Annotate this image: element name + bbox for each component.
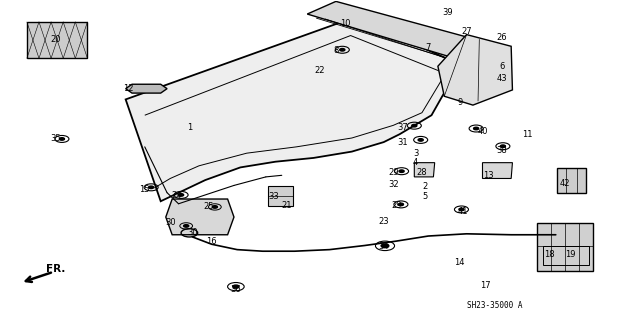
Text: 9: 9 <box>458 98 463 107</box>
Text: 29: 29 <box>388 168 399 177</box>
Circle shape <box>474 127 479 130</box>
Text: 24: 24 <box>172 191 182 200</box>
Text: 34: 34 <box>378 242 389 251</box>
Text: 13: 13 <box>484 171 494 180</box>
Text: 28: 28 <box>417 168 428 177</box>
Text: FR.: FR. <box>46 264 65 274</box>
Circle shape <box>233 285 239 288</box>
Text: 27: 27 <box>461 27 472 36</box>
Text: 11: 11 <box>522 130 532 139</box>
Text: SH23-35000 A: SH23-35000 A <box>467 301 523 310</box>
Text: 30: 30 <box>188 228 198 237</box>
Text: 18: 18 <box>544 250 555 259</box>
Text: 17: 17 <box>481 281 491 291</box>
Text: 39: 39 <box>442 8 452 17</box>
Text: 22: 22 <box>315 66 325 76</box>
Text: 3: 3 <box>413 149 419 158</box>
Polygon shape <box>557 168 586 193</box>
Text: 5: 5 <box>422 192 428 201</box>
Circle shape <box>60 138 65 140</box>
Text: 19: 19 <box>565 250 575 259</box>
Text: 40: 40 <box>477 127 488 136</box>
Text: 20: 20 <box>51 35 61 44</box>
Text: 41: 41 <box>458 207 468 216</box>
Polygon shape <box>537 223 593 271</box>
Circle shape <box>381 244 389 248</box>
Text: 36: 36 <box>230 285 241 294</box>
Circle shape <box>399 170 404 173</box>
Text: 42: 42 <box>560 179 571 188</box>
Polygon shape <box>438 34 513 105</box>
Text: 38: 38 <box>496 145 507 154</box>
Text: 7: 7 <box>426 43 431 52</box>
Circle shape <box>148 186 154 189</box>
Text: 30: 30 <box>165 218 175 227</box>
Text: 32: 32 <box>388 180 399 189</box>
Text: 35: 35 <box>51 134 61 144</box>
Circle shape <box>212 206 218 208</box>
Text: 1: 1 <box>187 123 192 132</box>
Polygon shape <box>166 199 234 235</box>
Text: 10: 10 <box>340 19 351 28</box>
Text: 14: 14 <box>454 258 464 267</box>
Text: 31: 31 <box>397 137 408 147</box>
Text: 12: 12 <box>124 84 134 93</box>
Text: 15: 15 <box>140 185 150 194</box>
Circle shape <box>412 124 417 127</box>
Text: 21: 21 <box>282 201 292 210</box>
Text: 43: 43 <box>496 74 507 83</box>
Circle shape <box>500 145 506 147</box>
Polygon shape <box>125 17 460 201</box>
Circle shape <box>340 48 345 51</box>
Polygon shape <box>125 84 167 93</box>
Polygon shape <box>307 1 487 60</box>
Polygon shape <box>414 163 435 177</box>
Polygon shape <box>27 22 88 58</box>
Polygon shape <box>483 163 513 178</box>
Text: 37: 37 <box>397 123 408 132</box>
Circle shape <box>418 139 423 141</box>
Circle shape <box>459 208 464 211</box>
Circle shape <box>184 225 189 227</box>
Text: 6: 6 <box>499 62 504 71</box>
Text: 33: 33 <box>269 192 280 201</box>
Text: 23: 23 <box>378 217 389 226</box>
Text: 26: 26 <box>496 33 507 42</box>
Text: 16: 16 <box>206 237 217 246</box>
Circle shape <box>398 203 403 206</box>
Text: 29: 29 <box>391 201 402 210</box>
Circle shape <box>179 194 184 196</box>
Polygon shape <box>268 186 293 206</box>
Text: 25: 25 <box>204 203 214 211</box>
Text: 2: 2 <box>422 182 428 191</box>
Text: 8: 8 <box>333 46 339 55</box>
Text: 4: 4 <box>413 158 418 167</box>
